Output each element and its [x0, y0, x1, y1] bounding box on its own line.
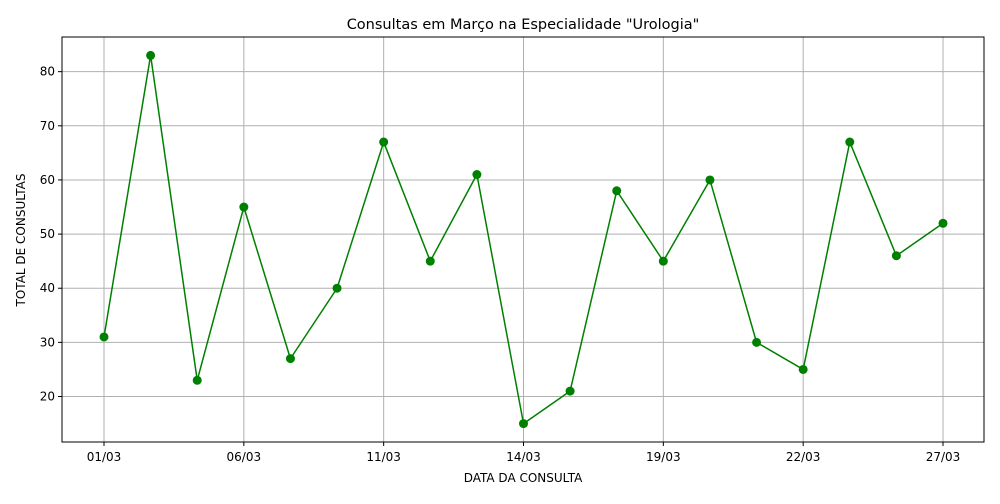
- x-tick-label: 06/03: [227, 450, 262, 464]
- data-point: [192, 375, 202, 385]
- x-axis: 01/03 06/03 11/03 14/03 19/03 22/03 27/03: [87, 442, 961, 464]
- y-tick-label: 80: [40, 65, 55, 79]
- x-tick-label: 01/03: [87, 450, 122, 464]
- y-tick-label: 20: [40, 390, 55, 404]
- chart-title: Consultas em Março na Especialidade "Uro…: [347, 17, 700, 33]
- data-point: [565, 386, 575, 396]
- data-point: [239, 202, 249, 212]
- data-point: [752, 337, 762, 347]
- y-axis: 20 30 40 50 60 70 80: [40, 65, 62, 404]
- data-point: [519, 419, 528, 429]
- data-point: [798, 364, 808, 374]
- data-point: [705, 175, 715, 185]
- y-axis-title: TOTAL DE CONSULTAS: [14, 174, 28, 308]
- grid: [62, 37, 984, 442]
- y-tick-label: 30: [40, 335, 55, 349]
- x-tick-label: 14/03: [506, 450, 541, 464]
- y-tick-label: 60: [40, 173, 55, 187]
- y-tick-label: 40: [40, 281, 55, 295]
- data-point: [658, 256, 668, 266]
- data-point: [845, 137, 855, 147]
- x-axis-title: DATA DA CONSULTA: [464, 471, 583, 485]
- data-point: [472, 170, 482, 180]
- data-point: [612, 186, 622, 196]
- x-tick-label: 22/03: [786, 450, 821, 464]
- x-tick-label: 27/03: [926, 450, 961, 464]
- data-point: [379, 137, 389, 147]
- data-point: [332, 283, 342, 293]
- data-point: [285, 354, 295, 364]
- data-point: [99, 332, 109, 342]
- x-tick-label: 19/03: [646, 450, 681, 464]
- y-tick-label: 70: [40, 119, 55, 133]
- x-tick-label: 11/03: [366, 450, 401, 464]
- data-point: [938, 218, 948, 228]
- data-point: [146, 50, 156, 60]
- data-point: [891, 251, 901, 261]
- data-point: [425, 256, 435, 266]
- series-layer: [99, 50, 948, 429]
- y-tick-label: 50: [40, 227, 55, 241]
